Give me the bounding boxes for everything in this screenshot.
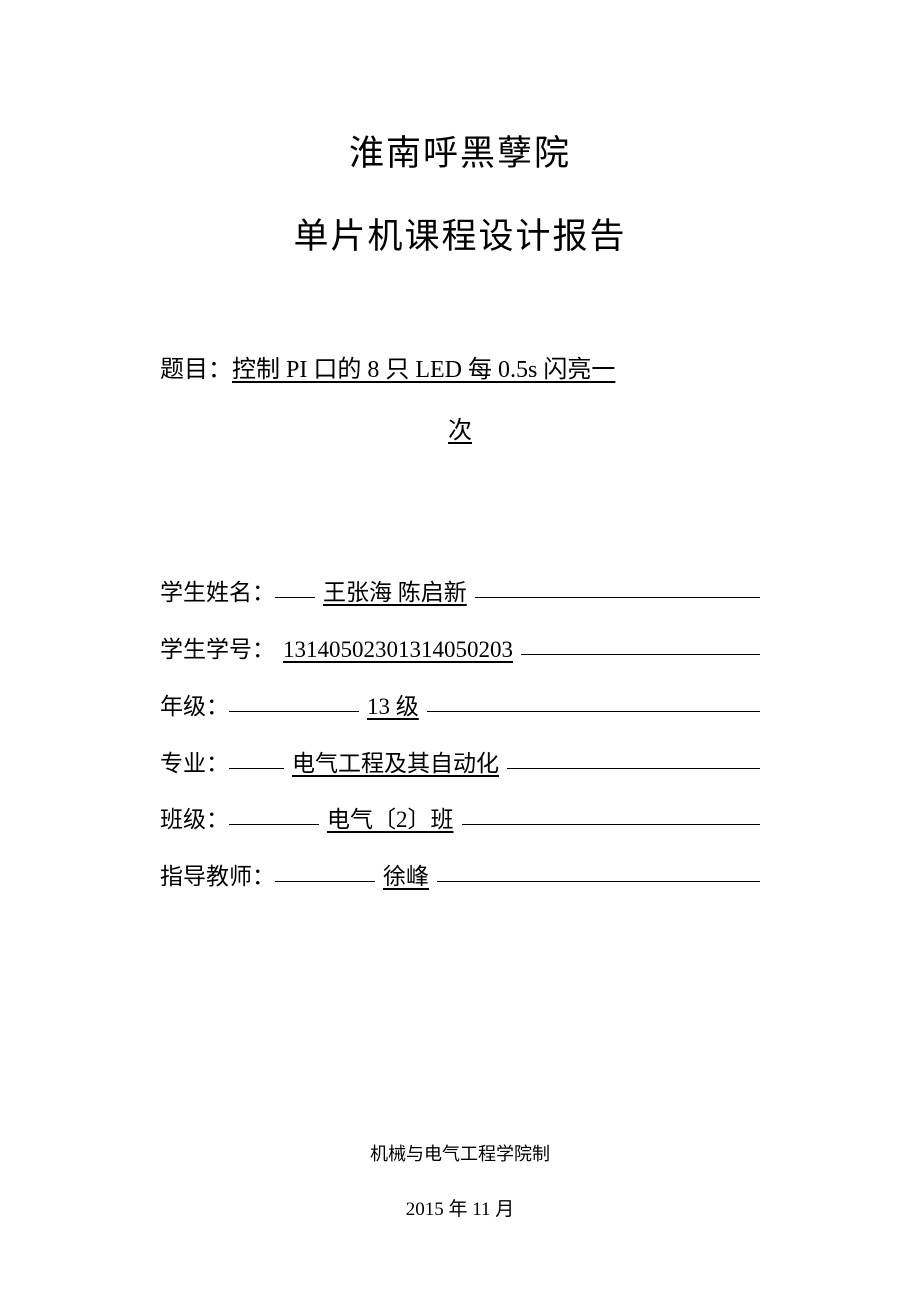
id-value: 13140502301314050203: [275, 632, 521, 669]
underline-tail: [427, 711, 760, 712]
grade-value: 13 级: [359, 689, 427, 726]
info-row-name: 学生姓名： 王张海 陈启新: [160, 575, 760, 612]
name-label: 学生姓名：: [160, 575, 275, 612]
underline-pre: [229, 768, 284, 769]
advisor-label: 指导教师：: [160, 859, 275, 896]
footer-date: 2015 年 11 月: [160, 1194, 760, 1221]
title-section: 淮南呼黑孽院 单片机课程设计报告: [160, 125, 760, 259]
topic-line-2: 次: [160, 410, 760, 445]
topic-content-2: 次: [448, 418, 472, 444]
underline-pre: [275, 881, 375, 882]
underline-tail: [437, 881, 760, 882]
underline-pre: [229, 711, 359, 712]
id-label: 学生学号：: [160, 632, 275, 669]
name-value: 王张海 陈启新: [315, 575, 475, 612]
class-value: 电气〔2〕班: [319, 802, 462, 839]
footer-org: 机械与电气工程学院制: [160, 1140, 760, 1166]
info-row-class: 班级： 电气〔2〕班: [160, 802, 760, 839]
underline-pre: [275, 597, 315, 598]
report-title: 单片机课程设计报告: [160, 208, 760, 259]
info-row-id: 学生学号： 13140502301314050203: [160, 632, 760, 669]
info-row-major: 专业： 电气工程及其自动化: [160, 746, 760, 783]
footer-section: 机械与电气工程学院制 2015 年 11 月: [160, 1140, 760, 1221]
underline-pre: [229, 824, 319, 825]
document-page: 淮南呼黑孽院 单片机课程设计报告 题目：控制 PI 口的 8 只 LED 每 0…: [0, 0, 920, 1301]
advisor-value: 徐峰: [375, 859, 437, 896]
info-row-advisor: 指导教师： 徐峰: [160, 859, 760, 896]
info-row-grade: 年级： 13 级: [160, 689, 760, 726]
major-value: 电气工程及其自动化: [284, 746, 507, 783]
underline-tail: [521, 654, 760, 655]
grade-label: 年级：: [160, 689, 229, 726]
underline-tail: [507, 768, 760, 769]
info-section: 学生姓名： 王张海 陈启新 学生学号： 13140502301314050203…: [160, 575, 760, 916]
major-label: 专业：: [160, 746, 229, 783]
topic-line-1: 题目：控制 PI 口的 8 只 LED 每 0.5s 闪亮一: [160, 349, 760, 392]
underline-tail: [475, 597, 760, 598]
institution-title: 淮南呼黑孽院: [160, 125, 760, 176]
class-label: 班级：: [160, 802, 229, 839]
topic-section: 题目：控制 PI 口的 8 只 LED 每 0.5s 闪亮一 次: [160, 349, 760, 445]
topic-content-1: 控制 PI 口的 8 只 LED 每 0.5s 闪亮一: [232, 357, 615, 383]
topic-label: 题目：: [160, 357, 232, 383]
underline-tail: [462, 824, 761, 825]
